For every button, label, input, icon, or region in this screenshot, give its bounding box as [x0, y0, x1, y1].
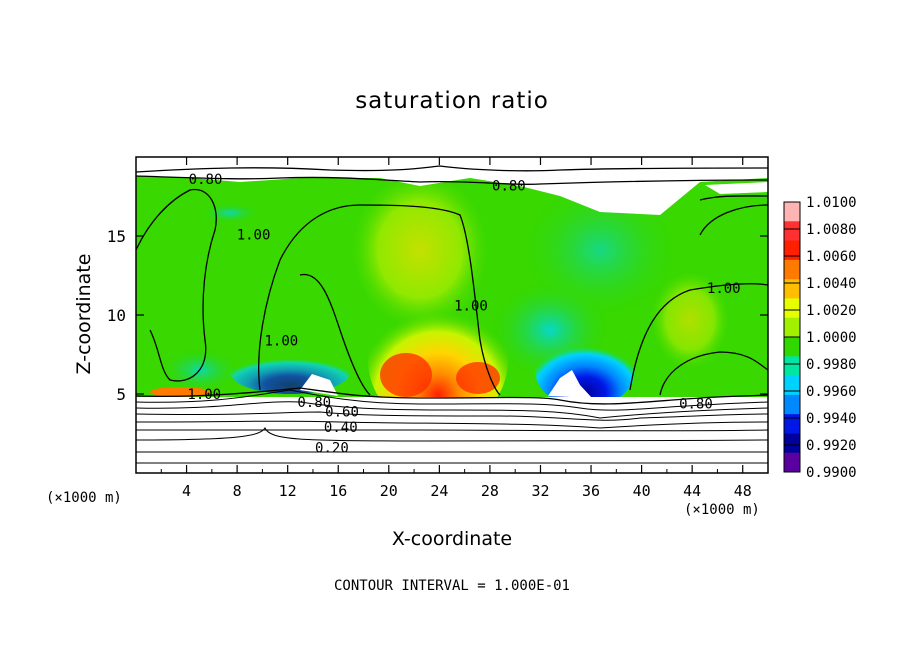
- colorbar-swatch: [784, 202, 800, 222]
- x-tick-label: 48: [734, 482, 752, 500]
- contour-labels: 0.80 0.801.001.001.001.001.00 0.800.600.40…: [187, 172, 740, 457]
- y-tick-label: 15: [107, 227, 126, 246]
- contour-lines-lower: [136, 389, 768, 464]
- colorbar-swatch: [784, 240, 800, 261]
- x-tick-label: 4: [182, 482, 191, 500]
- x-tick-label: 40: [633, 482, 651, 500]
- contour-label: 0.80: [679, 396, 713, 412]
- contour-label: 1.00: [707, 281, 741, 297]
- colorbar-swatch: [784, 221, 800, 242]
- colorbar-swatch: [784, 452, 800, 473]
- colorbar-label: 1.0060: [806, 249, 857, 265]
- colorbar-swatch: [784, 433, 800, 454]
- contour-label: 0.40: [324, 420, 358, 436]
- contour-label: 1.00: [237, 227, 271, 243]
- lower-dry-region: [136, 397, 768, 473]
- x-tick-label: 24: [430, 482, 448, 500]
- contour-label: 1.00: [187, 387, 221, 403]
- x-tick-label: 32: [531, 482, 549, 500]
- contour-label: 0.80: [189, 172, 223, 188]
- colorbar-swatch: [784, 394, 800, 415]
- colorbar-label: 0.9940: [806, 411, 857, 427]
- chart-title: saturation ratio: [355, 88, 549, 114]
- colorbar-label: 1.0100: [806, 195, 857, 211]
- x-axis-label-text: X-coordinate: [391, 528, 513, 550]
- colorbar-label: 1.0040: [806, 276, 857, 292]
- contour-lines: [136, 165, 768, 405]
- colorbar: 1.0100 1.0080 1.0060 1.0040 1.0020 1.0000 0.99…: [783, 195, 857, 481]
- colorbar-swatch: [784, 279, 800, 299]
- colorbar-label: 0.9960: [806, 384, 857, 400]
- x-tick-label: 28: [481, 482, 499, 500]
- x-units-label-repeat: (×1000 m): [684, 502, 760, 518]
- contour-label: 1.00: [454, 299, 488, 315]
- colorbar-swatch: [784, 356, 800, 377]
- colorbar-swatch: [784, 414, 800, 434]
- dry-pocket: [548, 370, 592, 398]
- upper-dry-region: [136, 157, 768, 215]
- colorbar-swatch: [784, 317, 800, 338]
- x-axis: 4 8 12 16 20 24 28 32 36 40 44 48: [160, 157, 752, 500]
- x-axis-label: X-coordinate: [0, 528, 904, 550]
- y-tick-label: 5: [116, 385, 126, 404]
- contour-label: 0.60: [325, 404, 359, 420]
- x-tick-label: 20: [380, 482, 398, 500]
- colorbar-swatch: [784, 337, 800, 357]
- x-tick-label: 12: [279, 482, 297, 500]
- contour-label: 0.20: [315, 441, 349, 457]
- contour-interval-note: CONTOUR INTERVAL = 1.000E-01: [333, 578, 570, 594]
- x-tick-label: 16: [329, 482, 347, 500]
- upper-dry-region-2: [705, 182, 768, 194]
- colorbar-label: 0.9900: [806, 465, 857, 481]
- contour-label: 1.00: [265, 333, 299, 349]
- contour-label: 0.80: [297, 395, 331, 411]
- colorbar-label: 1.0020: [806, 303, 857, 319]
- colorbar-label: 1.0000: [806, 330, 857, 346]
- plot-field: [136, 157, 768, 473]
- contour-label: 0.80: [492, 178, 526, 194]
- y-axis: 5 10 15: [107, 227, 768, 404]
- colorbar-swatch: [784, 375, 800, 396]
- x-tick-label: 36: [582, 482, 600, 500]
- field-red-right: [456, 362, 500, 394]
- field-orange-left: [150, 387, 210, 397]
- field-light-center: [350, 170, 490, 330]
- colorbar-swatch: [784, 298, 800, 319]
- field-light-right: [650, 270, 730, 370]
- y-tick-label: 10: [107, 306, 126, 325]
- field-cyan-top: [200, 203, 260, 223]
- dry-pocket-2: [300, 374, 338, 396]
- colorbar-label: 1.0080: [806, 222, 857, 238]
- x-tick-label: 44: [683, 482, 701, 500]
- field-red-left: [380, 353, 432, 397]
- colorbar-label: 0.9980: [806, 357, 857, 373]
- colorbar-swatch: [784, 259, 800, 280]
- colorbar-label: 0.9920: [806, 438, 857, 454]
- x-tick-label: 8: [233, 482, 242, 500]
- x-units-label: (×1000 m): [46, 490, 122, 506]
